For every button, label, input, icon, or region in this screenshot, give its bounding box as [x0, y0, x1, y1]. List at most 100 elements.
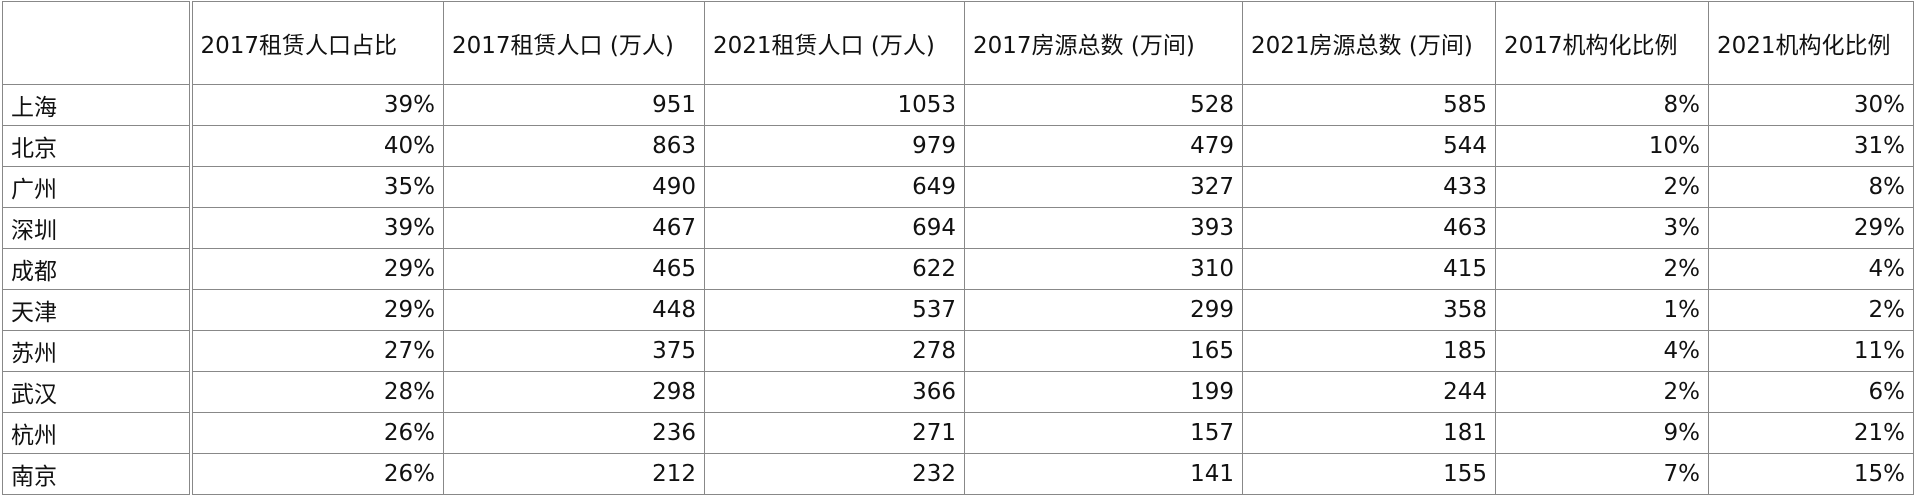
header-cell: 2021租赁人口 (万人)	[704, 1, 965, 85]
cell: 35%	[190, 166, 444, 208]
row-label: 成都	[2, 248, 193, 290]
data-row: 成都 29% 465 622 310 415 2% 4%	[2, 248, 1914, 290]
cell: 467	[443, 207, 705, 249]
cell: 9%	[1495, 412, 1709, 454]
cell: 31%	[1708, 125, 1914, 167]
cell: 185	[1242, 330, 1496, 372]
header-cell: 2021机构化比例	[1708, 1, 1914, 85]
cell: 141	[964, 453, 1243, 495]
cell: 298	[443, 371, 705, 413]
cell: 7%	[1495, 453, 1709, 495]
data-row: 武汉 28% 298 366 199 244 2% 6%	[2, 371, 1914, 413]
cell: 236	[443, 412, 705, 454]
cell: 1%	[1495, 289, 1709, 331]
data-row: 苏州 27% 375 278 165 185 4% 11%	[2, 330, 1914, 372]
data-row: 深圳 39% 467 694 393 463 3% 29%	[2, 207, 1914, 249]
cell: 2%	[1495, 248, 1709, 290]
data-row: 北京 40% 863 979 479 544 10% 31%	[2, 125, 1914, 167]
cell: 10%	[1495, 125, 1709, 167]
cell: 165	[964, 330, 1243, 372]
cell: 375	[443, 330, 705, 372]
cell: 4%	[1708, 248, 1914, 290]
row-label: 上海	[2, 84, 193, 126]
data-table: 2017租赁人口占比 2017租赁人口 (万人) 2021租赁人口 (万人) 2017…	[2, 1, 1914, 495]
cell: 39%	[190, 207, 444, 249]
cell: 40%	[190, 125, 444, 167]
cell: 393	[964, 207, 1243, 249]
row-label: 天津	[2, 289, 193, 331]
data-row: 杭州 26% 236 271 157 181 9% 21%	[2, 412, 1914, 454]
cell: 694	[704, 207, 965, 249]
cell: 15%	[1708, 453, 1914, 495]
cell: 6%	[1708, 371, 1914, 413]
cell: 358	[1242, 289, 1496, 331]
cell: 39%	[190, 84, 444, 126]
cell: 21%	[1708, 412, 1914, 454]
header-cell: 2017机构化比例	[1495, 1, 1709, 85]
header-row: 2017租赁人口占比 2017租赁人口 (万人) 2021租赁人口 (万人) 2017…	[2, 1, 1914, 85]
cell: 157	[964, 412, 1243, 454]
cell: 479	[964, 125, 1243, 167]
cell: 490	[443, 166, 705, 208]
cell: 649	[704, 166, 965, 208]
cell: 29%	[190, 248, 444, 290]
cell: 11%	[1708, 330, 1914, 372]
cell: 8%	[1708, 166, 1914, 208]
cell: 8%	[1495, 84, 1709, 126]
cell: 1053	[704, 84, 965, 126]
header-cell: 2021房源总数 (万间)	[1242, 1, 1496, 85]
cell: 299	[964, 289, 1243, 331]
cell: 463	[1242, 207, 1496, 249]
cell: 433	[1242, 166, 1496, 208]
header-cell	[2, 1, 193, 85]
cell: 28%	[190, 371, 444, 413]
cell: 232	[704, 453, 965, 495]
cell: 2%	[1708, 289, 1914, 331]
data-row: 上海 39% 951 1053 528 585 8% 30%	[2, 84, 1914, 126]
row-label: 苏州	[2, 330, 193, 372]
cell: 278	[704, 330, 965, 372]
table-body: 2017租赁人口占比 2017租赁人口 (万人) 2021租赁人口 (万人) 2017…	[2, 1, 1914, 495]
cell: 537	[704, 289, 965, 331]
cell: 448	[443, 289, 705, 331]
row-label: 北京	[2, 125, 193, 167]
cell: 4%	[1495, 330, 1709, 372]
data-row: 广州 35% 490 649 327 433 2% 8%	[2, 166, 1914, 208]
cell: 310	[964, 248, 1243, 290]
cell: 979	[704, 125, 965, 167]
cell: 622	[704, 248, 965, 290]
cell: 2%	[1495, 371, 1709, 413]
cell: 26%	[190, 412, 444, 454]
cell: 2%	[1495, 166, 1709, 208]
cell: 27%	[190, 330, 444, 372]
row-label: 南京	[2, 453, 193, 495]
cell: 366	[704, 371, 965, 413]
cell: 465	[443, 248, 705, 290]
cell: 415	[1242, 248, 1496, 290]
data-row: 天津 29% 448 537 299 358 1% 2%	[2, 289, 1914, 331]
header-cell: 2017房源总数 (万间)	[964, 1, 1243, 85]
cell: 244	[1242, 371, 1496, 413]
header-cell: 2017租赁人口 (万人)	[443, 1, 705, 85]
cell: 29%	[1708, 207, 1914, 249]
cell: 585	[1242, 84, 1496, 126]
cell: 951	[443, 84, 705, 126]
cell: 327	[964, 166, 1243, 208]
cell: 26%	[190, 453, 444, 495]
row-label: 深圳	[2, 207, 193, 249]
row-label: 杭州	[2, 412, 193, 454]
cell: 30%	[1708, 84, 1914, 126]
cell: 199	[964, 371, 1243, 413]
data-row: 南京 26% 212 232 141 155 7% 15%	[2, 453, 1914, 495]
cell: 528	[964, 84, 1243, 126]
row-label: 武汉	[2, 371, 193, 413]
cell: 271	[704, 412, 965, 454]
cell: 544	[1242, 125, 1496, 167]
row-label: 广州	[2, 166, 193, 208]
cell: 29%	[190, 289, 444, 331]
cell: 181	[1242, 412, 1496, 454]
cell: 212	[443, 453, 705, 495]
cell: 155	[1242, 453, 1496, 495]
header-cell: 2017租赁人口占比	[190, 1, 444, 85]
